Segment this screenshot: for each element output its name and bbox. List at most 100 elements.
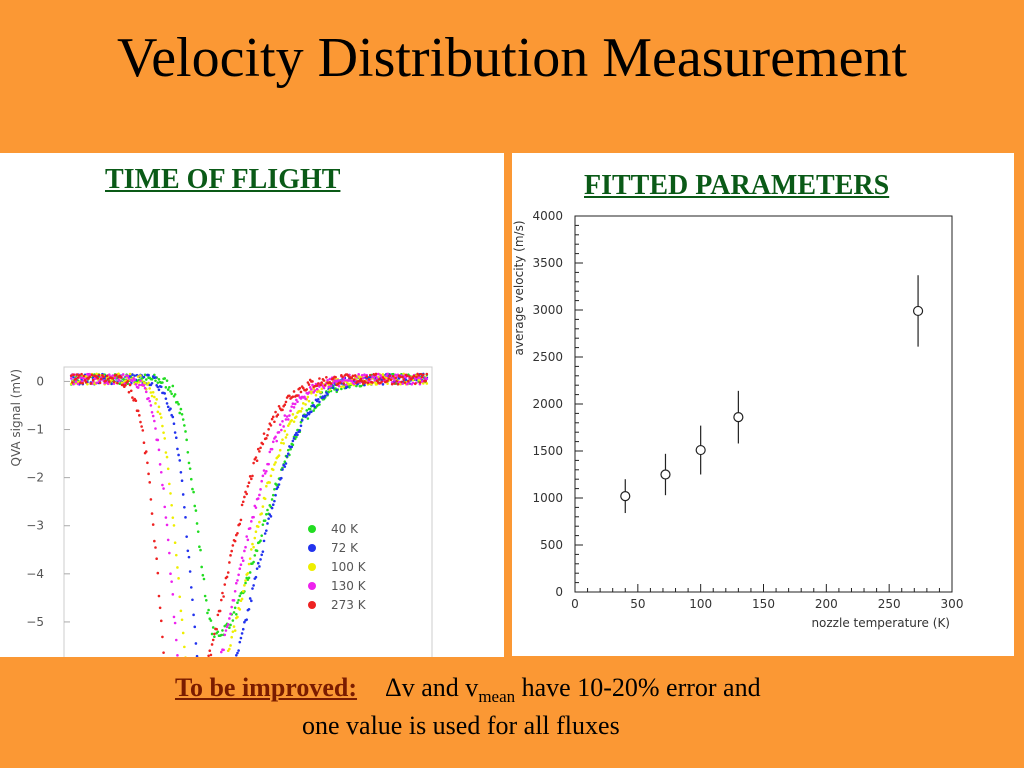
footer-text-a: v and v: [401, 673, 479, 702]
slide-title: Velocity Distribution Measurement: [116, 27, 908, 89]
tof-data-point: [172, 615, 176, 619]
tof-data-point: [174, 553, 178, 557]
tof-data-point: [161, 424, 164, 428]
tof-data-point: [163, 377, 167, 380]
tof-data-point: [343, 378, 347, 382]
tof-data-point: [164, 386, 168, 389]
tof-data-point: [211, 626, 215, 629]
tof-data-point: [313, 405, 317, 409]
tof-data-point: [154, 376, 157, 379]
tof-data-point: [151, 390, 155, 394]
tof-data-point: [184, 430, 187, 433]
tof-data-point: [180, 479, 184, 483]
tof-data-point: [258, 565, 261, 568]
tof-data-point: [270, 498, 274, 501]
tof-data-point: [320, 381, 324, 384]
tof-data-point: [185, 438, 188, 442]
tof-data-point: [259, 558, 262, 561]
tof-data-point: [357, 373, 360, 376]
tof-data-point: [128, 372, 132, 376]
tof-data-point: [186, 450, 190, 454]
tof-data-point: [156, 438, 160, 442]
tof-data-point: [102, 375, 105, 379]
tof-y-tick-label: −5: [26, 615, 44, 629]
tof-legend-marker: [308, 601, 316, 609]
tof-data-point: [131, 396, 134, 399]
tof-data-point: [308, 386, 312, 389]
tof-data-point: [143, 386, 147, 390]
tof-data-point: [318, 403, 321, 406]
tof-data-point: [322, 379, 326, 382]
tof-data-point: [213, 635, 216, 638]
tof-data-point: [269, 424, 273, 427]
tof-data-point: [377, 372, 380, 376]
tof-data-point: [301, 402, 305, 405]
tof-data-point: [394, 373, 397, 377]
tof-data-point: [385, 376, 388, 380]
tof-data-point: [233, 606, 237, 610]
tof-data-point: [216, 630, 220, 634]
tof-data-point: [200, 565, 203, 569]
tof-data-point: [231, 544, 235, 547]
tof-data-point: [285, 415, 289, 418]
tof-data-point: [229, 612, 232, 616]
tof-data-point: [341, 379, 344, 383]
tof-data-point: [238, 522, 242, 526]
tof-data-point: [143, 373, 147, 377]
tof-data-point: [164, 397, 168, 400]
tof-data-point: [244, 490, 247, 494]
tof-data-point: [260, 512, 264, 515]
fit-point-marker: [695, 444, 706, 456]
tof-data-point: [311, 383, 314, 387]
tof-data-point: [111, 374, 115, 377]
tof-data-point: [386, 372, 389, 376]
tof-data-point: [210, 643, 214, 646]
tof-data-point: [307, 412, 311, 416]
tof-legend-label: 40 K: [331, 522, 359, 536]
tof-data-point: [173, 431, 177, 434]
tof-data-point: [291, 402, 295, 406]
tof-data-point: [254, 506, 258, 510]
tof-data-point: [389, 378, 393, 381]
tof-series-72k: [69, 372, 429, 657]
tof-data-point: [157, 405, 161, 409]
tof-data-point: [159, 416, 163, 419]
tof-data-point: [265, 469, 268, 473]
tof-data-point: [284, 462, 288, 465]
tof-data-point: [222, 595, 225, 598]
tof-data-point: [186, 549, 190, 553]
tof-data-point: [143, 381, 147, 385]
tof-data-point: [181, 418, 185, 421]
tof-data-point: [342, 385, 345, 388]
tof-data-point: [261, 505, 265, 508]
tof-data-point: [136, 386, 140, 389]
time-of-flight-panel: 3.544.555.560−1−2−3−4−5−6−7time (ms)QVA …: [0, 153, 504, 657]
tof-data-point: [291, 413, 295, 416]
tof-data-point: [169, 407, 172, 411]
tof-data-point: [243, 495, 246, 499]
tof-data-point: [192, 490, 195, 494]
tof-data-point: [283, 465, 287, 468]
tof-data-point: [150, 377, 154, 381]
footer-text-b: have 10-20% error and: [515, 673, 761, 702]
tof-data-point: [177, 453, 180, 457]
tof-data-point: [225, 625, 229, 629]
tof-data-point: [113, 376, 117, 380]
tof-data-point: [246, 538, 250, 542]
tof-data-point: [193, 625, 197, 629]
fit-data-point: [695, 425, 706, 475]
tof-data-point: [252, 584, 255, 587]
fit-x-tick-label: 250: [878, 597, 901, 611]
tof-data-point: [301, 386, 305, 390]
tof-data-point: [164, 516, 168, 519]
tof-data-point: [342, 382, 345, 385]
tof-data-point: [281, 438, 284, 441]
tof-data-point: [256, 497, 260, 500]
tof-data-point: [226, 571, 230, 574]
tof-data-point: [306, 381, 310, 384]
tof-data-point: [171, 415, 175, 419]
tof-data-point: [310, 410, 313, 413]
tof-data-point: [283, 403, 287, 406]
tof-data-point: [283, 429, 287, 433]
tof-data-point: [153, 419, 156, 423]
